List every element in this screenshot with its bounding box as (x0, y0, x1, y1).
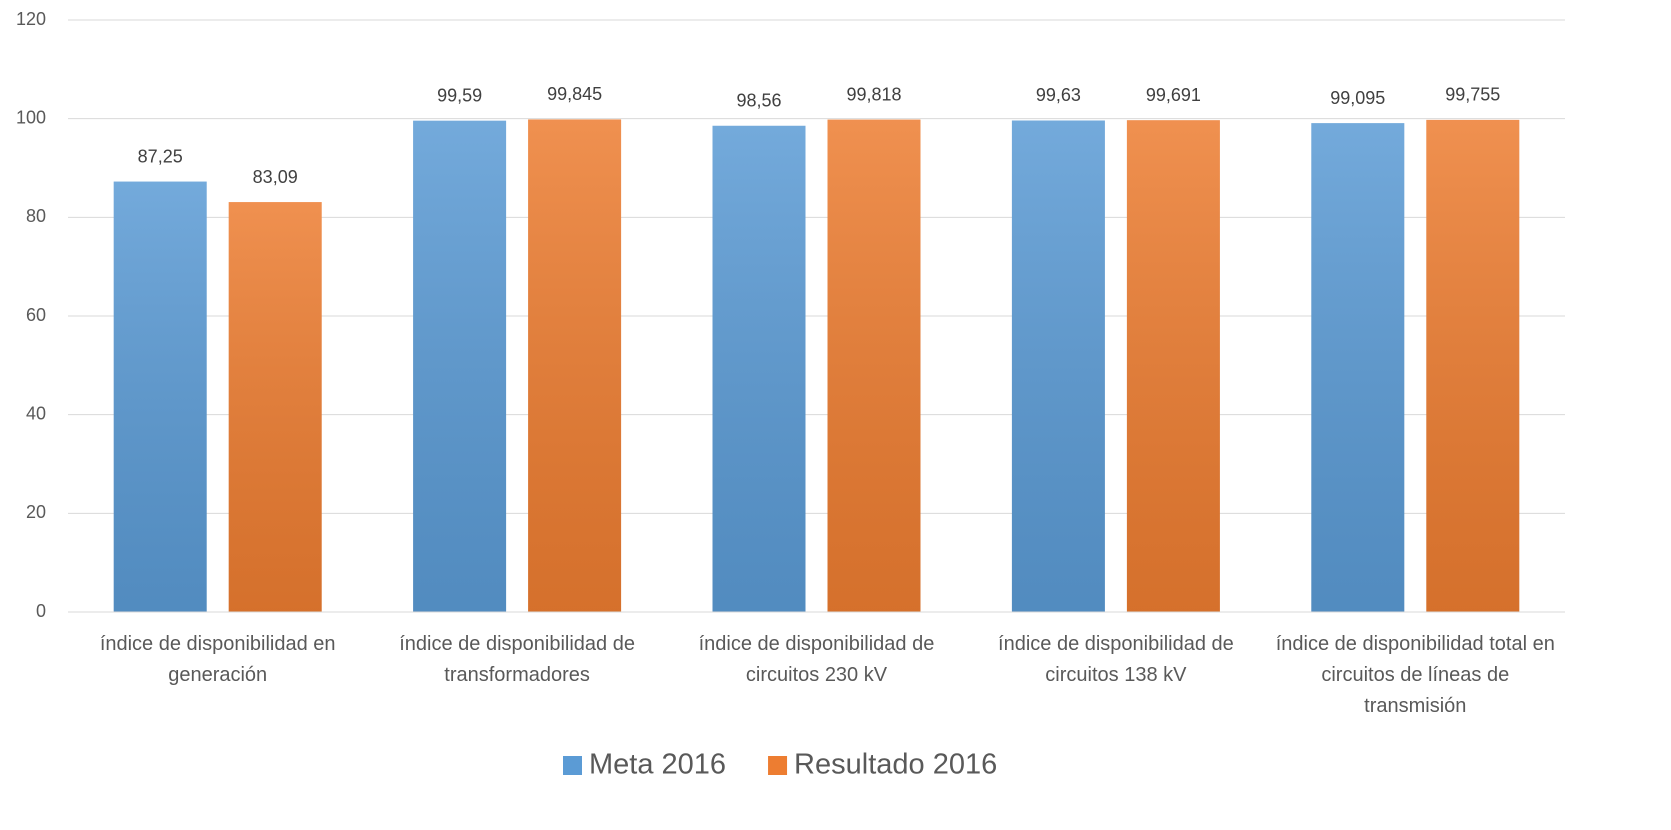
data-label: 98,56 (736, 91, 781, 111)
x-tick-label: índice de disponibilidad de transformado… (399, 633, 635, 686)
legend-swatch (768, 756, 788, 775)
y-tick-label: 100 (16, 107, 46, 127)
bar-shade (413, 120, 507, 612)
bar-shade (827, 119, 921, 612)
data-label: 99,59 (437, 85, 482, 105)
bar-shade (1011, 120, 1105, 612)
data-label: 99,095 (1330, 88, 1385, 108)
y-tick-label: 80 (26, 206, 46, 226)
bar-shade (712, 125, 806, 613)
x-tick-label: índice de disponibilidad de circuitos 23… (698, 633, 935, 686)
data-label: 99,63 (1036, 85, 1081, 105)
bar-shade (1311, 123, 1405, 612)
bar-shade (528, 119, 622, 612)
data-label: 99,755 (1445, 85, 1500, 105)
x-tick-label: índice de disponibilidad de circuitos 13… (998, 633, 1234, 686)
data-label: 83,09 (253, 167, 298, 187)
bar-shade (1426, 119, 1520, 612)
data-label: 99,818 (846, 84, 901, 104)
y-tick-label: 20 (26, 502, 46, 522)
y-tick-label: 120 (16, 9, 46, 29)
data-label: 87,25 (138, 146, 183, 166)
x-tick-label: índice de disponibilidad en generación (99, 633, 336, 686)
bar-shade (113, 181, 207, 613)
legend-swatch (563, 756, 582, 775)
bar-shade (228, 202, 322, 612)
y-tick-label: 60 (26, 305, 46, 325)
bar-shade (1126, 120, 1220, 612)
y-tick-label: 40 (26, 403, 46, 423)
legend-label: Meta 2016 (589, 749, 726, 781)
x-tick-label: índice de disponibilidad total en circui… (1275, 633, 1555, 717)
legend-label: Resultado 2016 (794, 749, 997, 781)
data-label: 99,691 (1146, 85, 1201, 105)
data-label: 99,845 (547, 84, 602, 104)
y-tick-label: 0 (36, 601, 46, 621)
